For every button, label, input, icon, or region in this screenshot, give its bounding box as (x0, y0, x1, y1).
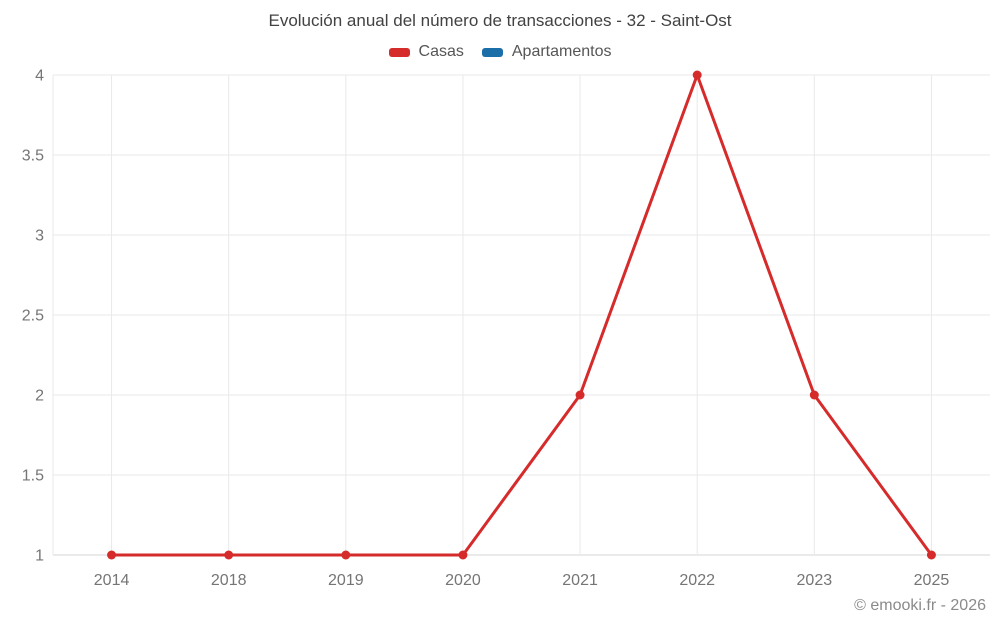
chart-title: Evolución anual del número de transaccio… (268, 11, 732, 30)
data-point-casas-2018[interactable] (224, 550, 234, 560)
x-tick-label: 2022 (679, 572, 715, 589)
data-point-casas-2019[interactable] (341, 550, 351, 560)
apartamentos-legend-label: Apartamentos (511, 43, 612, 60)
x-tick-label: 2025 (914, 572, 950, 589)
y-tick-label: 2.5 (22, 308, 44, 325)
legend-item-apartamentos[interactable]: Apartamentos (481, 43, 612, 61)
data-point-casas-2022[interactable] (692, 70, 702, 80)
y-tick-label: 3.5 (22, 148, 44, 165)
x-tick-label: 2019 (328, 572, 364, 589)
copyright-text: © emooki.fr - 2026 (854, 597, 986, 614)
x-tick-label: 2021 (562, 572, 598, 589)
y-tick-label: 2 (35, 388, 44, 405)
legend-item-casas[interactable]: Casas (388, 43, 464, 61)
series-line-casas (110, 73, 933, 557)
x-tick-label: 2023 (797, 572, 833, 589)
data-point-casas-2014[interactable] (107, 550, 117, 560)
data-point-casas-2023[interactable] (809, 390, 819, 400)
y-tick-label: 4 (35, 68, 44, 85)
x-tick-label: 2014 (94, 572, 130, 589)
chart-legend: Casas Apartamentos (0, 43, 1000, 61)
casas-legend-swatch (388, 47, 410, 57)
apartamentos-legend-swatch (481, 47, 503, 57)
y-tick-label: 1 (35, 548, 44, 565)
x-tick-label: 2020 (445, 572, 481, 589)
data-point-casas-2021[interactable] (575, 390, 585, 400)
y-tick-label: 1.5 (22, 468, 44, 485)
y-tick-label: 3 (35, 228, 44, 245)
data-point-casas-2020[interactable] (458, 550, 468, 560)
data-point-casas-2025[interactable] (926, 550, 936, 560)
x-tick-label: 2018 (211, 572, 247, 589)
casas-legend-label: Casas (418, 43, 464, 60)
